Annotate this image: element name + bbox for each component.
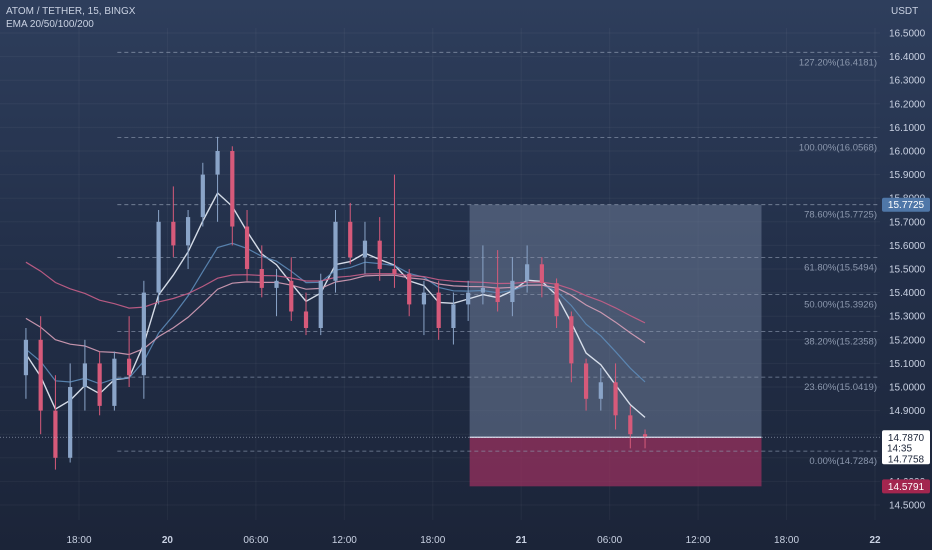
candle-body — [613, 382, 618, 416]
price-tick-label: 16.3000 — [889, 76, 926, 87]
time-tick-label: 06:00 — [597, 535, 622, 546]
time-tick-label: 12:00 — [686, 535, 711, 546]
candle-body — [68, 387, 73, 458]
fib-level-label: 61.80%(15.5494) — [804, 262, 877, 273]
candle-body — [598, 382, 603, 399]
symbol-title[interactable]: ATOM / TETHER, 15, BINGX — [6, 6, 136, 17]
price-tick-label: 15.5000 — [889, 265, 926, 276]
candle-body — [82, 363, 87, 387]
candle-body — [348, 221, 353, 258]
price-tick-label: 15.6000 — [889, 241, 926, 252]
price-tick-label: 15.1000 — [889, 359, 926, 370]
candle-body — [97, 363, 102, 406]
fib-level-label: 78.60%(15.7725) — [804, 210, 877, 221]
time-axis: 18:00 20 06:00 12:00 18:00 21 06:00 12:00 18:00 2… — [66, 535, 881, 546]
candle-body — [436, 292, 441, 328]
candle-body — [289, 280, 294, 312]
price-tick-label: 16.5000 — [889, 29, 926, 40]
price-unit: USDT — [891, 6, 919, 17]
price-tick-label: 15.0000 — [889, 383, 926, 394]
position-zones — [469, 204, 762, 487]
last-price-tag-bg — [882, 430, 930, 465]
candle-body — [141, 292, 146, 376]
candle-body — [554, 283, 559, 317]
fib-level-label: 127.20%(16.4181) — [799, 57, 877, 68]
candle-body — [539, 264, 544, 284]
indicator-legend[interactable]: EMA 20/50/100/200 — [6, 19, 94, 30]
last-price-tag: 14.7870 — [888, 433, 925, 444]
candle-body — [525, 264, 530, 281]
time-tick-label: 18:00 — [66, 535, 91, 546]
time-tick-label: 20 — [162, 535, 174, 546]
price-tick-label: 15.2000 — [889, 335, 926, 346]
candle-body — [185, 217, 191, 246]
candle-body — [318, 280, 323, 328]
price-tick-label: 15.4000 — [889, 288, 926, 299]
time-tick-label: 18:00 — [774, 535, 799, 546]
candle-body — [407, 273, 412, 305]
candle-body — [230, 151, 235, 227]
prev-price-tag: 14.7758 — [888, 454, 925, 465]
stop-zone — [469, 437, 762, 487]
candle-body — [333, 221, 338, 281]
time-tick-label: 21 — [516, 535, 528, 546]
candle-body — [259, 269, 264, 288]
candle-body — [38, 339, 43, 411]
candle-body — [200, 174, 205, 218]
candle-body — [112, 358, 117, 406]
stop-price-tag-bg — [882, 479, 930, 494]
candle-body — [215, 151, 220, 175]
target-price-tag-bg — [882, 197, 930, 212]
candle-body — [569, 316, 574, 364]
fib-level-label: 0.00%(14.7284) — [809, 456, 877, 467]
time-tick-label: 18:00 — [420, 535, 445, 546]
candle-body — [480, 287, 485, 293]
price-tick-label: 16.1000 — [889, 123, 926, 134]
candle-body — [466, 292, 471, 305]
candle-body — [23, 339, 29, 376]
price-tick-label: 15.9000 — [889, 170, 926, 181]
candle-body — [303, 311, 309, 328]
price-tick-label: 16.2000 — [889, 99, 926, 110]
candle-body — [362, 240, 368, 258]
candle-body — [156, 221, 161, 293]
fib-level-label: 50.00%(15.3926) — [804, 299, 877, 310]
fib-level-label: 100.00%(16.0568) — [799, 143, 877, 154]
candle-body — [583, 363, 589, 399]
price-tick-label: 15.7000 — [889, 217, 926, 228]
candle-body — [628, 415, 633, 435]
price-tick-label: 15.3000 — [889, 312, 926, 323]
price-tick-label: 16.4000 — [889, 52, 926, 63]
target-price-tag: 15.7725 — [888, 200, 925, 211]
candle-body — [377, 240, 382, 269]
time-tick-label: 22 — [869, 535, 881, 546]
candle-body — [244, 226, 250, 269]
candles — [23, 136, 648, 470]
time-tick-label: 12:00 — [332, 535, 357, 546]
candle-body — [171, 221, 176, 246]
price-tick-label: 16.0000 — [889, 147, 926, 158]
candle-body — [392, 269, 397, 274]
fib-level-label: 38.20%(15.2358) — [804, 336, 877, 347]
price-tick-label: 14.9000 — [889, 406, 926, 417]
candle-body — [642, 434, 648, 437]
candle-body — [274, 280, 279, 288]
price-tick-label: 14.5000 — [889, 501, 926, 512]
time-tick-label: 06:00 — [243, 535, 268, 546]
candle-body — [127, 358, 132, 376]
candle-body — [53, 410, 58, 458]
stop-price-tag: 14.5791 — [888, 482, 925, 493]
candle-body — [421, 292, 427, 305]
candle-body — [510, 280, 515, 303]
candle-body — [451, 304, 456, 328]
fib-level-label: 23.60%(15.0419) — [804, 382, 877, 393]
candle-body — [495, 287, 500, 303]
countdown-label: 14:35 — [887, 443, 912, 454]
